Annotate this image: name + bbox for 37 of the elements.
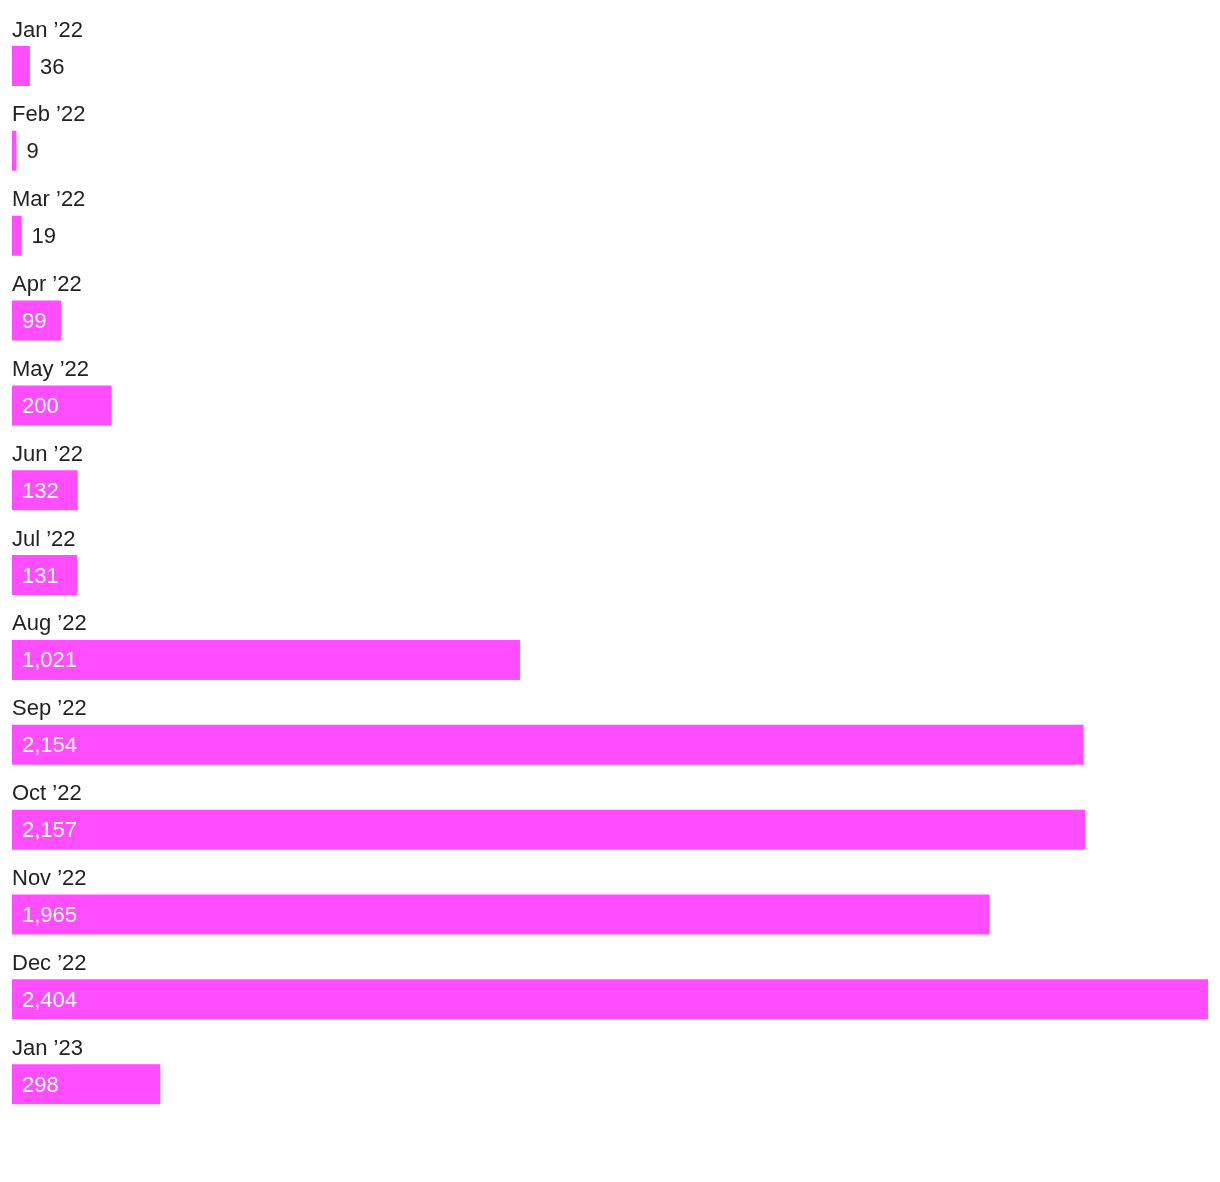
bar bbox=[12, 385, 112, 426]
bar bbox=[12, 809, 1086, 850]
y-tick-label: Oct ’22 bbox=[12, 780, 82, 806]
bar bbox=[12, 979, 1208, 1020]
data-label: 2,404 bbox=[22, 986, 78, 1012]
y-tick-label: Feb ’22 bbox=[12, 101, 86, 127]
y-tick-label: Aug ’22 bbox=[12, 610, 87, 636]
y-tick-label: Dec ’22 bbox=[12, 949, 87, 975]
data-label: 36 bbox=[39, 53, 65, 79]
y-tick-label: Mar ’22 bbox=[12, 186, 86, 212]
bar bbox=[12, 894, 990, 935]
data-label: 2,154 bbox=[22, 732, 78, 758]
y-tick-label: May ’22 bbox=[12, 355, 90, 381]
data-label: 298 bbox=[22, 1071, 59, 1097]
bar bbox=[12, 724, 1084, 765]
data-label: 132 bbox=[22, 477, 59, 503]
data-label: 1,021 bbox=[22, 647, 78, 673]
bar bbox=[12, 215, 22, 256]
y-tick-label: Sep ’22 bbox=[12, 695, 87, 721]
y-tick-label: Jun ’22 bbox=[12, 440, 83, 466]
bar bbox=[12, 639, 520, 680]
y-tick-label: Jan ’23 bbox=[12, 1034, 83, 1060]
data-label: 200 bbox=[22, 392, 59, 418]
data-label: 2,157 bbox=[22, 817, 78, 843]
data-label: 131 bbox=[22, 562, 59, 588]
bar bbox=[12, 46, 30, 87]
y-tick-label: Jan ’22 bbox=[12, 16, 83, 42]
data-label: 99 bbox=[22, 308, 47, 334]
y-tick-label: Jul ’22 bbox=[12, 525, 76, 551]
data-label: 1,965 bbox=[22, 901, 78, 927]
bar bbox=[12, 1064, 161, 1105]
y-tick-label: Nov ’22 bbox=[12, 864, 87, 890]
bar bbox=[12, 470, 78, 511]
y-tick-label: Apr ’22 bbox=[12, 271, 82, 297]
data-label: 9 bbox=[26, 138, 39, 164]
data-label: 19 bbox=[31, 223, 56, 249]
bar bbox=[12, 555, 78, 596]
